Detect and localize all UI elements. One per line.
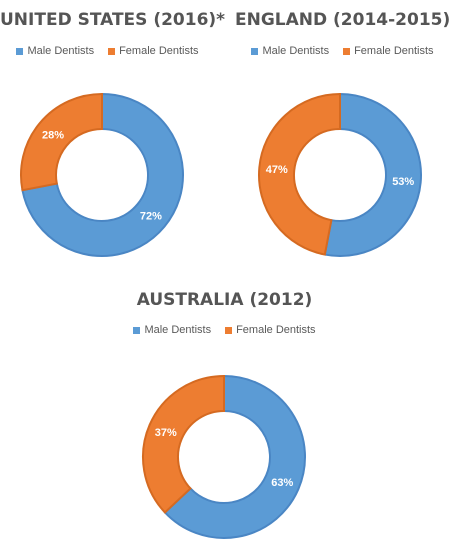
data-label-male: 63%: [271, 477, 293, 489]
legend: Male Dentists Female Dentists: [117, 324, 332, 336]
legend-swatch-male: [16, 47, 24, 55]
legend-item-female: Female Dentists: [343, 45, 434, 57]
legend-label-male: Male Dentists: [144, 324, 212, 336]
donut-chart-australia: 63% 37%: [142, 374, 306, 539]
donut-slice-male: [21, 92, 184, 257]
legend-swatch-female: [343, 47, 351, 55]
chart-united-states: UNITED STATES (2016)* Male Dentists Fema…: [0, 0, 226, 275]
chart-title: UNITED STATES (2016)*: [0, 10, 226, 30]
donut-chart-england: 53% 47%: [258, 92, 423, 257]
legend-item-female: Female Dentists: [225, 324, 316, 336]
legend-label-female: Female Dentists: [236, 324, 316, 336]
chart-england: ENGLAND (2014-2015)** Male Dentists Fema…: [235, 0, 450, 275]
chart-title: AUSTRALIA (2012): [136, 290, 313, 310]
donut-slice-male: [323, 92, 423, 257]
donut-slice-female: [20, 92, 103, 192]
legend-item-male: Male Dentists: [16, 45, 94, 57]
data-label-male: 72%: [140, 210, 162, 222]
data-label-female: 47%: [266, 164, 288, 176]
legend-item-female: Female Dentists: [108, 45, 199, 57]
legend-label-male: Male Dentists: [27, 45, 95, 57]
legend: Male Dentists Female Dentists: [0, 45, 215, 57]
legend: Male Dentists Female Dentists: [235, 45, 450, 57]
chart-title: ENGLAND (2014-2015)**: [235, 10, 450, 30]
legend-label-female: Female Dentists: [354, 45, 434, 57]
legend-label-male: Male Dentists: [262, 45, 330, 57]
data-label-female: 37%: [155, 427, 177, 439]
legend-item-male: Male Dentists: [251, 45, 329, 57]
legend-label-female: Female Dentists: [119, 45, 199, 57]
legend-swatch-male: [133, 326, 141, 334]
legend-swatch-female: [225, 326, 233, 334]
donut-slice-male: [163, 374, 306, 539]
donut-chart-united-states: 72% 28%: [20, 92, 184, 257]
legend-swatch-male: [251, 47, 259, 55]
legend-item-male: Male Dentists: [133, 324, 211, 336]
data-label-male: 53%: [392, 176, 414, 188]
data-label-female: 28%: [42, 130, 64, 142]
donut-slice-female: [258, 92, 341, 256]
legend-swatch-female: [108, 47, 116, 55]
donut-slice-female: [142, 374, 225, 514]
chart-australia: AUSTRALIA (2012) Male Dentists Female De…: [117, 282, 332, 553]
